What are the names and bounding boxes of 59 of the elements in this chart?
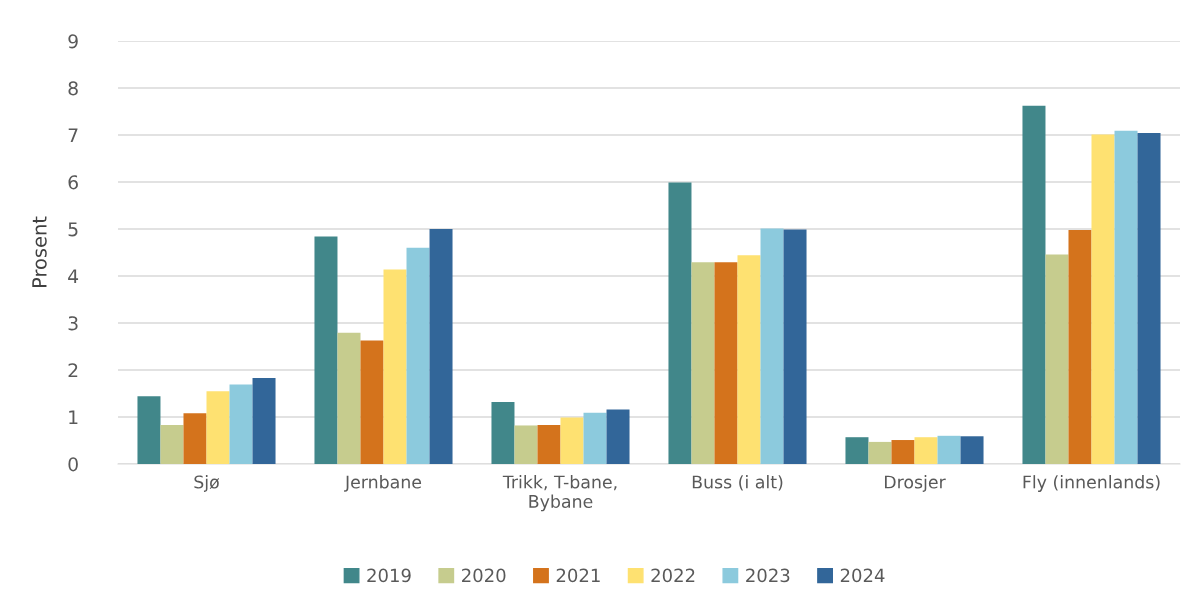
bar	[406, 247, 430, 464]
bar	[1137, 133, 1161, 464]
bar	[714, 262, 738, 464]
bar	[606, 409, 630, 464]
bar	[845, 437, 869, 464]
bar	[252, 377, 276, 464]
legend-label: 2024	[840, 568, 885, 583]
legend-label: 2022	[651, 568, 695, 583]
y-tick-label: 8	[68, 81, 78, 96]
y-tick-label: 4	[68, 269, 79, 284]
bar	[537, 424, 561, 464]
y-tick-label: 1	[69, 410, 78, 425]
bar	[1045, 254, 1069, 464]
bar	[229, 384, 253, 464]
y-tick-label: 0	[68, 457, 78, 472]
bar	[491, 401, 515, 464]
bar	[183, 413, 207, 464]
x-tick-label: Buss (i alt)	[692, 475, 783, 491]
y-tick-label: 5	[68, 222, 78, 237]
bar	[691, 262, 715, 464]
y-axis-title: Prosent	[32, 216, 47, 288]
bar	[383, 269, 407, 464]
bar	[429, 229, 453, 464]
bar	[783, 229, 807, 464]
x-tick-label: Jernbane	[344, 475, 422, 492]
legend-label: 2019	[367, 568, 411, 583]
bar	[206, 391, 230, 464]
x-tick-label: Trikk, T-bane, Bybane	[502, 475, 617, 512]
y-tick-label: 3	[68, 316, 78, 331]
bar	[1068, 229, 1092, 464]
bar	[937, 435, 961, 464]
bar	[314, 236, 338, 464]
bar	[960, 436, 984, 464]
bar	[737, 255, 761, 464]
bar	[337, 332, 361, 464]
x-tick-label: Drosjer	[884, 475, 946, 492]
legend-label: 2023	[746, 568, 790, 583]
bar	[583, 412, 607, 464]
bar	[560, 417, 584, 464]
bar	[360, 340, 384, 464]
bar	[514, 425, 538, 464]
bar	[160, 424, 184, 464]
bar	[137, 396, 161, 464]
bar	[668, 182, 692, 464]
y-tick-label: 7	[68, 128, 78, 143]
bar	[1022, 105, 1046, 464]
bar	[891, 440, 915, 464]
legend-label: 2021	[556, 568, 600, 583]
bar	[868, 441, 892, 464]
bar	[760, 228, 784, 464]
x-tick-label: Sjø	[194, 475, 220, 492]
bar	[914, 437, 938, 464]
bar	[1114, 130, 1138, 464]
legend-label: 2020	[462, 568, 506, 583]
y-tick-label: 9	[68, 34, 78, 49]
bar	[1091, 134, 1115, 464]
y-tick-label: 2	[68, 363, 78, 378]
y-tick-label: 6	[68, 175, 78, 190]
x-tick-label: Fly (innenlands)	[1023, 475, 1160, 492]
